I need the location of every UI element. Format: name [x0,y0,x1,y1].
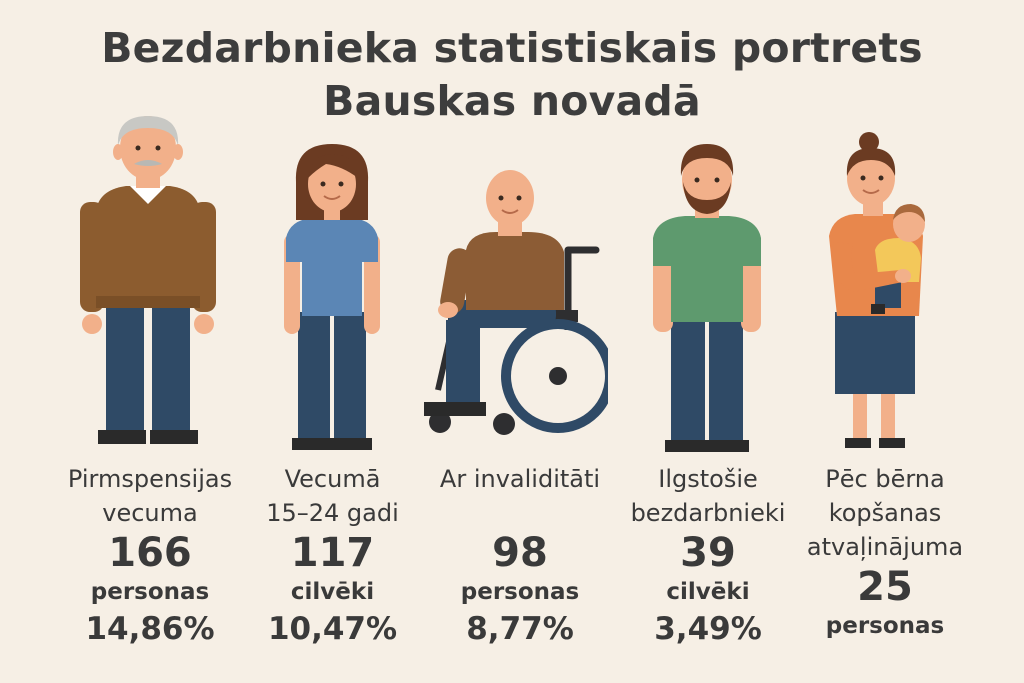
bearded-man-icon [651,142,763,457]
group-label: kopšanas [828,499,942,527]
title-line-2: Bauskas novadā [323,77,701,125]
group-label: bezdarbnieki [630,499,786,527]
group-card-long-term: Ilgstošie bezdarbnieki 39 cilvēki 3,49% [618,462,798,650]
group-unit: cilvēki [666,579,750,605]
group-percent: 3,49% [654,611,762,647]
group-percent: 10,47% [267,611,398,647]
group-card-disability: Ar invaliditāti 98 personas 8,77% [420,462,620,650]
group-card-pre-retirement: Pirmspensijas vecuma 166 personas 14,86% [55,462,245,650]
title-line-1: Bezdarbnieka statistiskais portrets [101,24,923,72]
group-card-parental-leave: Pēc bērna kopšanas atvaļinājuma 25 perso… [790,462,980,642]
young-woman-icon [282,142,382,457]
group-label: Ilgstošie [658,465,758,493]
elderly-man-icon [78,112,218,457]
group-unit: personas [460,579,580,605]
group-count: 166 [108,530,192,576]
group-count: 39 [680,530,736,576]
group-label: Pirmspensijas [67,465,233,493]
group-count: 117 [290,530,375,576]
group-count: 98 [492,530,548,576]
group-percent: 8,77% [466,611,574,647]
group-label: Vecumā [284,465,381,493]
mother-with-child-icon [823,132,933,452]
group-label: atvaļinājuma [806,533,964,561]
group-unit: personas [90,579,210,605]
group-label: Ar invaliditāti [439,465,601,493]
page-title: Bezdarbnieka statistiskais portrets Baus… [0,22,1024,128]
group-unit: personas [825,613,945,639]
group-label: vecuma [102,499,198,527]
group-percent: 14,86% [85,611,215,647]
group-label: Pēc bērna [825,465,945,493]
group-card-youth: Vecumā 15–24 gadi 117 cilvēki 10,47% [245,462,420,650]
wheelchair-user-icon [418,170,608,450]
group-count: 25 [857,564,913,610]
group-unit: cilvēki [290,579,375,605]
group-label-spacer [420,496,620,530]
group-label: 15–24 gadi [266,499,399,527]
